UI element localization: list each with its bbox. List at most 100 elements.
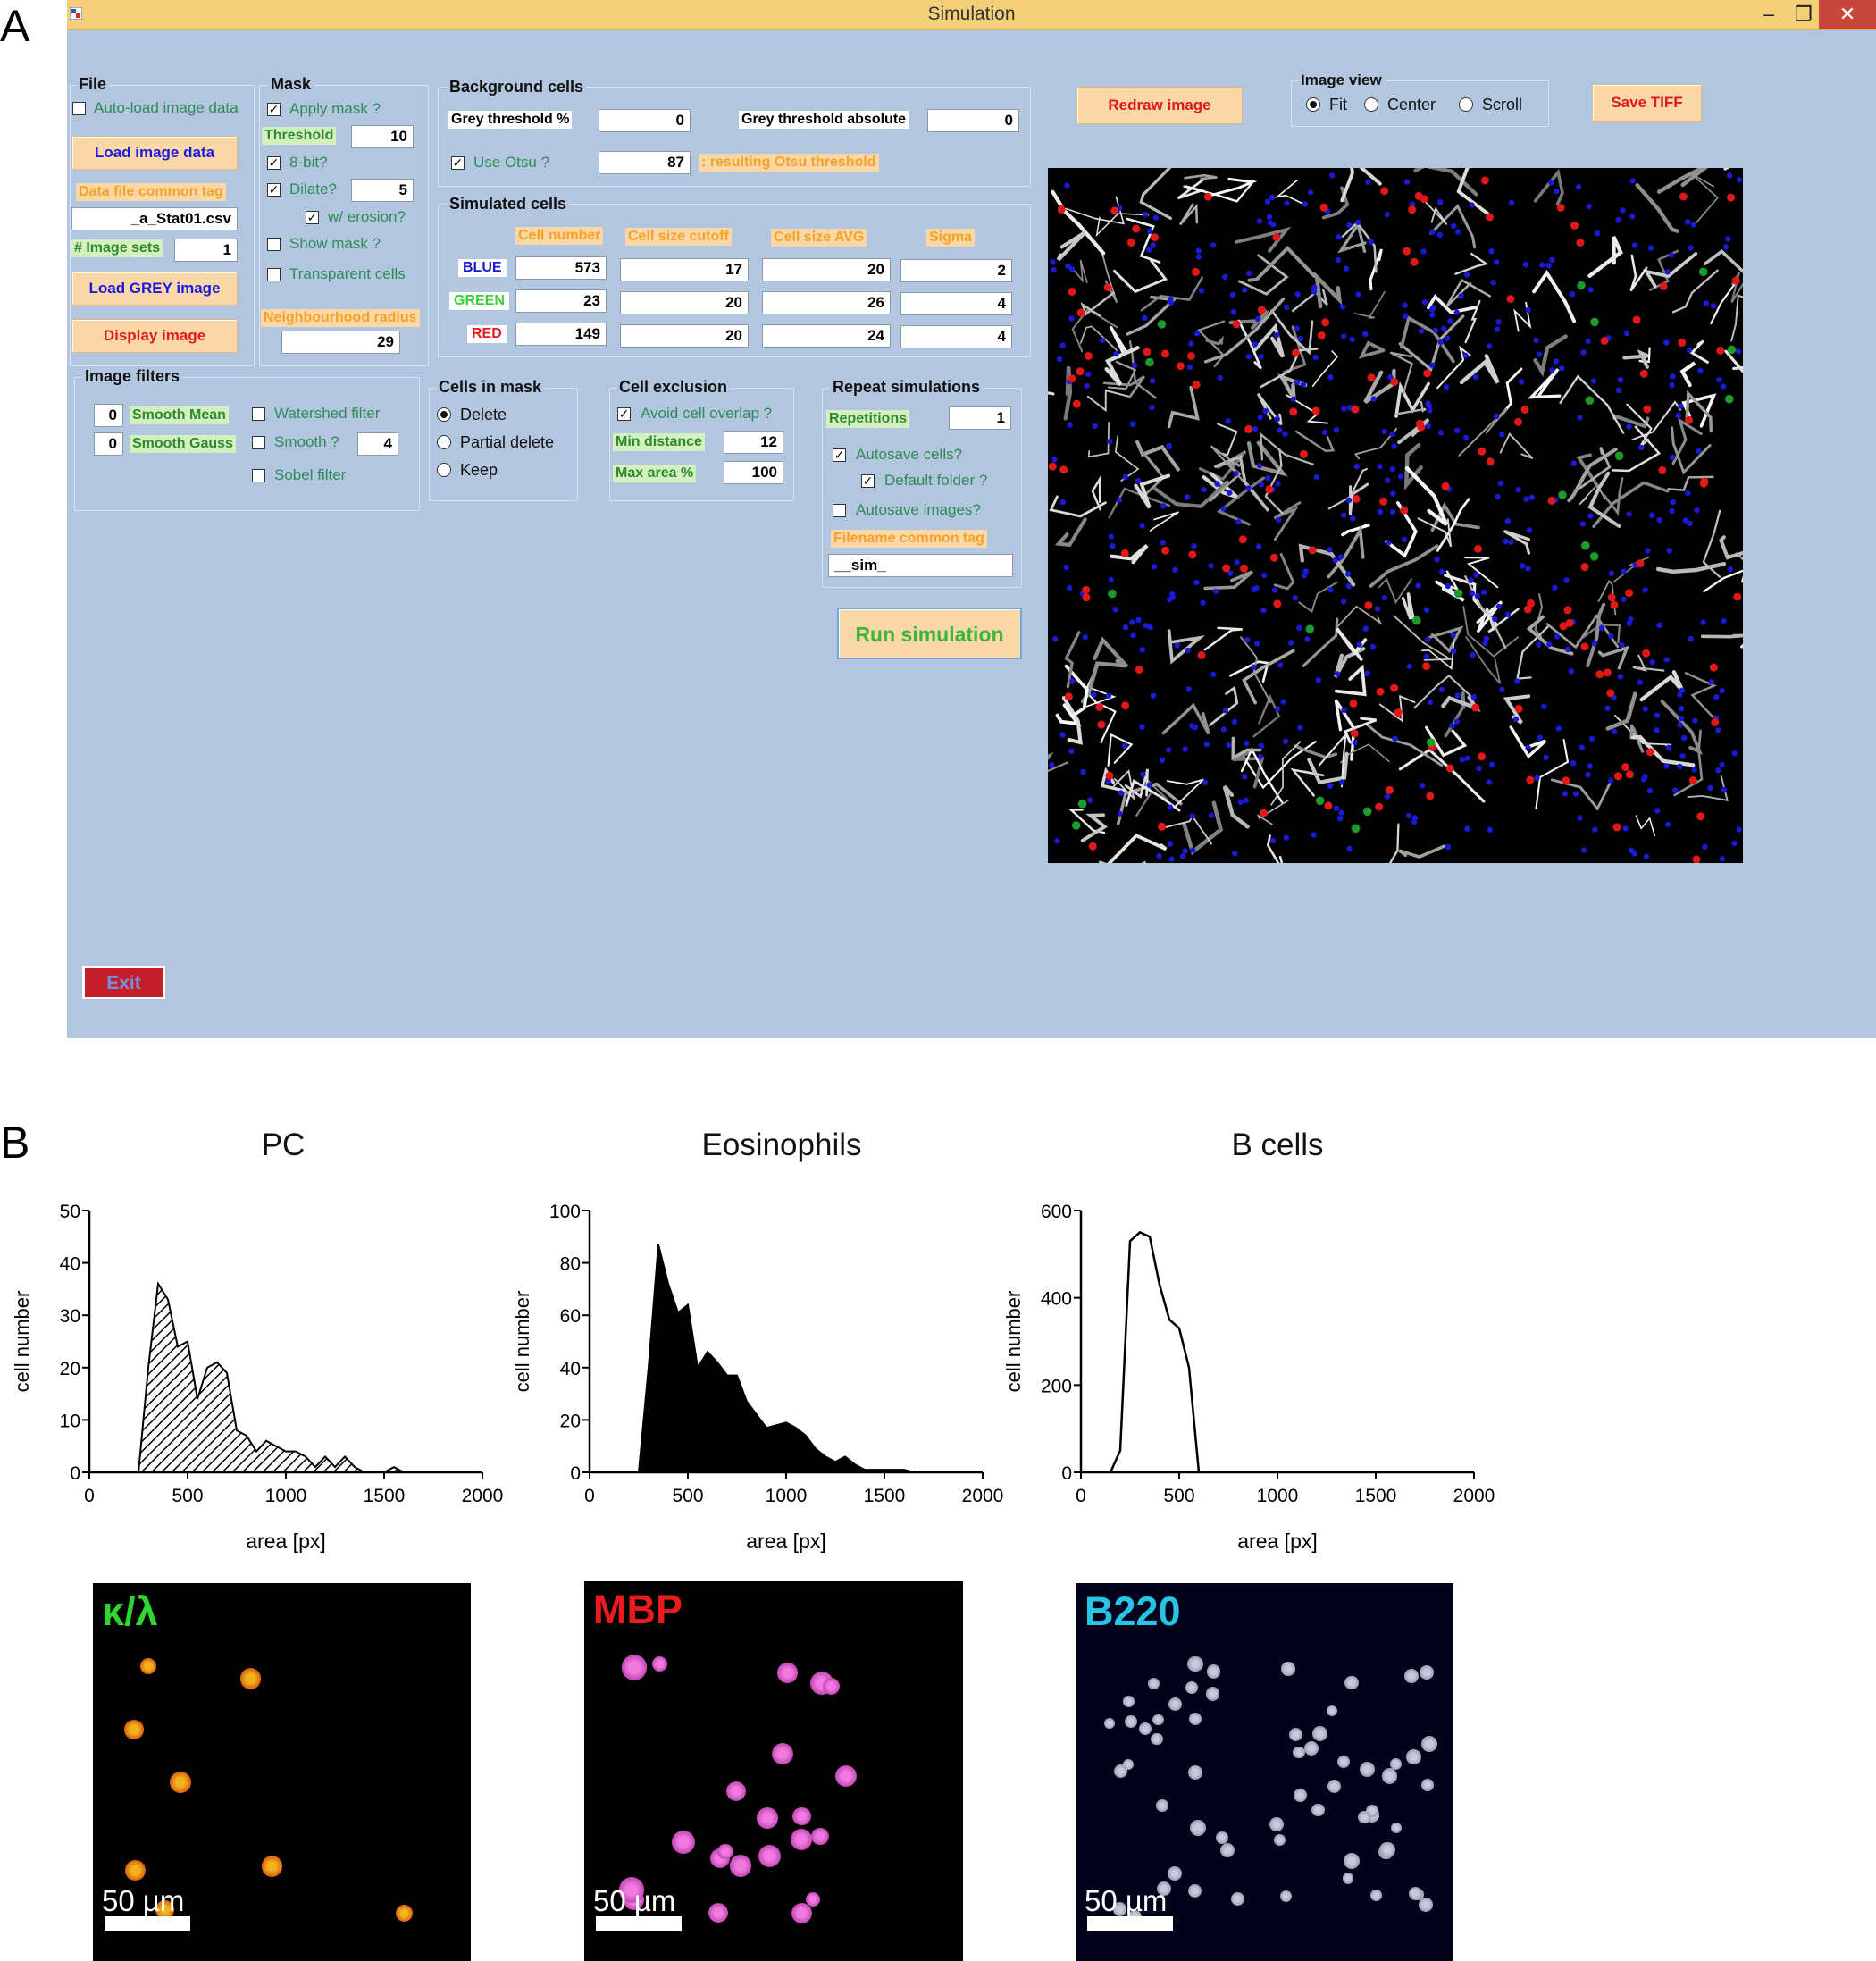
view-center-radio[interactable] [1364, 97, 1378, 112]
tissue-fiber [1702, 509, 1721, 578]
simulated-cell-dot [1151, 692, 1157, 699]
partial-delete-radio[interactable] [437, 435, 451, 449]
stained-cell [1390, 1758, 1403, 1771]
display-image-button[interactable]: Display image [71, 319, 238, 353]
tissue-fiber [1576, 624, 1621, 644]
load-image-data-button[interactable]: Load image data [71, 136, 238, 170]
simulated-cell-dot [1656, 517, 1662, 524]
stained-cell [261, 1855, 283, 1877]
simulated-cell-dot [1480, 176, 1489, 185]
simulated-cell-dot [1570, 460, 1578, 466]
simulation-window: Simulation – ❐ ✕ File Auto-load image da… [67, 0, 1876, 1038]
watershed-checkbox[interactable] [252, 407, 265, 421]
simulated-cell-dot [1274, 416, 1280, 423]
simulated-cell-dot [1257, 306, 1266, 314]
simulated-cell-dot [1352, 494, 1361, 503]
smooth-mean-input[interactable]: 0 [94, 404, 123, 427]
simulation-image[interactable] [1005, 147, 1787, 876]
blue-size-cutoff[interactable]: 17 [620, 258, 749, 281]
exit-button[interactable]: Exit [82, 966, 165, 999]
keep-radio[interactable] [437, 463, 451, 477]
smooth-checkbox[interactable] [252, 436, 265, 449]
use-otsu-checkbox[interactable]: ✓ [451, 155, 465, 170]
eight-bit-checkbox[interactable]: ✓ [267, 155, 281, 170]
threshold-input[interactable]: 10 [351, 125, 414, 148]
stained-cell [1292, 1746, 1305, 1759]
green-sigma[interactable]: 4 [900, 292, 1012, 315]
simulated-cell-dot [1308, 546, 1317, 555]
simulated-cell-dot [1719, 856, 1726, 862]
repetitions-input[interactable]: 1 [949, 406, 1011, 430]
simulated-cell-dot [1401, 536, 1408, 543]
smooth-gauss-input[interactable]: 0 [94, 432, 123, 456]
simulated-cell-dot [1051, 457, 1058, 463]
blue-sigma[interactable]: 2 [900, 259, 1012, 282]
grey-threshold-abs-input[interactable]: 0 [927, 109, 1019, 132]
blue-cell-number[interactable]: 573 [515, 256, 607, 280]
stained-cell [1421, 1779, 1434, 1791]
autoload-checkbox[interactable] [72, 102, 86, 115]
neighbourhood-input[interactable]: 29 [281, 331, 400, 354]
simulated-cell-dot [1418, 328, 1425, 334]
redraw-image-button[interactable]: Redraw image [1076, 87, 1243, 124]
simulated-cell-dot [1421, 299, 1428, 306]
min-distance-input[interactable]: 12 [724, 431, 783, 454]
simulated-cell-dot [1147, 228, 1153, 234]
simulated-cell-dot [1547, 497, 1556, 505]
simulated-cell-dot [1182, 746, 1188, 752]
max-area-input[interactable]: 100 [724, 461, 783, 484]
sobel-checkbox[interactable] [252, 469, 265, 482]
green-size-cutoff[interactable]: 20 [620, 291, 749, 314]
data-file-tag-input[interactable]: _a_Stat01.csv [71, 207, 238, 230]
default-folder-checkbox[interactable]: ✓ [861, 473, 875, 488]
simulated-cell-dot [1362, 625, 1369, 632]
restore-button[interactable]: ❐ [1795, 3, 1813, 25]
image-sets-input[interactable]: 1 [174, 239, 238, 262]
dilate-checkbox[interactable]: ✓ [267, 182, 281, 197]
grey-threshold-pct-input[interactable]: 0 [599, 109, 691, 132]
simulated-cell-dot [1179, 853, 1186, 859]
red-size-avg[interactable]: 24 [762, 324, 891, 348]
green-cell-number[interactable]: 23 [515, 289, 607, 313]
simulated-cell-dot [1057, 205, 1066, 214]
simulated-cell-dot [1611, 728, 1618, 734]
blue-size-avg[interactable]: 20 [762, 258, 891, 281]
otsu-input[interactable]: 87 [599, 151, 691, 174]
load-grey-image-button[interactable]: Load GREY image [71, 272, 238, 306]
stained-cell [791, 1902, 812, 1923]
erosion-checkbox[interactable]: ✓ [306, 210, 319, 224]
simulated-cell-dot [1522, 262, 1528, 268]
green-size-avg[interactable]: 26 [762, 291, 891, 314]
red-sigma[interactable]: 4 [900, 325, 1012, 348]
x-tick-label: 2000 [1453, 1486, 1495, 1506]
transparent-cells-checkbox[interactable] [267, 268, 281, 281]
x-tick-label: 1500 [364, 1486, 406, 1506]
run-simulation-button[interactable]: Run simulation [837, 608, 1022, 659]
red-size-cutoff[interactable]: 20 [620, 324, 749, 348]
show-mask-checkbox[interactable] [267, 238, 281, 251]
delete-radio[interactable] [437, 407, 451, 422]
x-axis-label: area [px] [1237, 1529, 1318, 1553]
avoid-overlap-checkbox[interactable]: ✓ [617, 406, 631, 421]
minimize-button[interactable]: – [1763, 3, 1775, 25]
stained-cell [1280, 1890, 1293, 1903]
scale-bar-label: 50 µm [1085, 1884, 1168, 1917]
apply-mask-checkbox[interactable]: ✓ [267, 102, 281, 116]
filename-tag-input[interactable]: __sim_ [828, 554, 1013, 577]
save-tiff-button[interactable]: Save TIFF [1592, 84, 1702, 122]
autosave-cells-checkbox[interactable]: ✓ [833, 448, 846, 462]
stained-cell [651, 1655, 668, 1672]
view-fit-radio[interactable] [1306, 97, 1320, 112]
tissue-fiber [1671, 417, 1703, 465]
smooth-value-input[interactable]: 4 [357, 432, 398, 456]
view-scroll-radio[interactable] [1459, 97, 1473, 112]
simulated-cell-dot [1558, 490, 1567, 499]
close-button[interactable]: ✕ [1819, 0, 1876, 29]
simulated-cell-dot [1453, 589, 1463, 599]
autosave-images-checkbox[interactable] [833, 504, 846, 517]
stained-cell [834, 1764, 857, 1788]
red-cell-number[interactable]: 149 [515, 323, 607, 346]
tissue-fiber [1298, 582, 1338, 614]
dilate-input[interactable]: 5 [351, 179, 414, 202]
simulated-cell-dot [1301, 573, 1308, 579]
